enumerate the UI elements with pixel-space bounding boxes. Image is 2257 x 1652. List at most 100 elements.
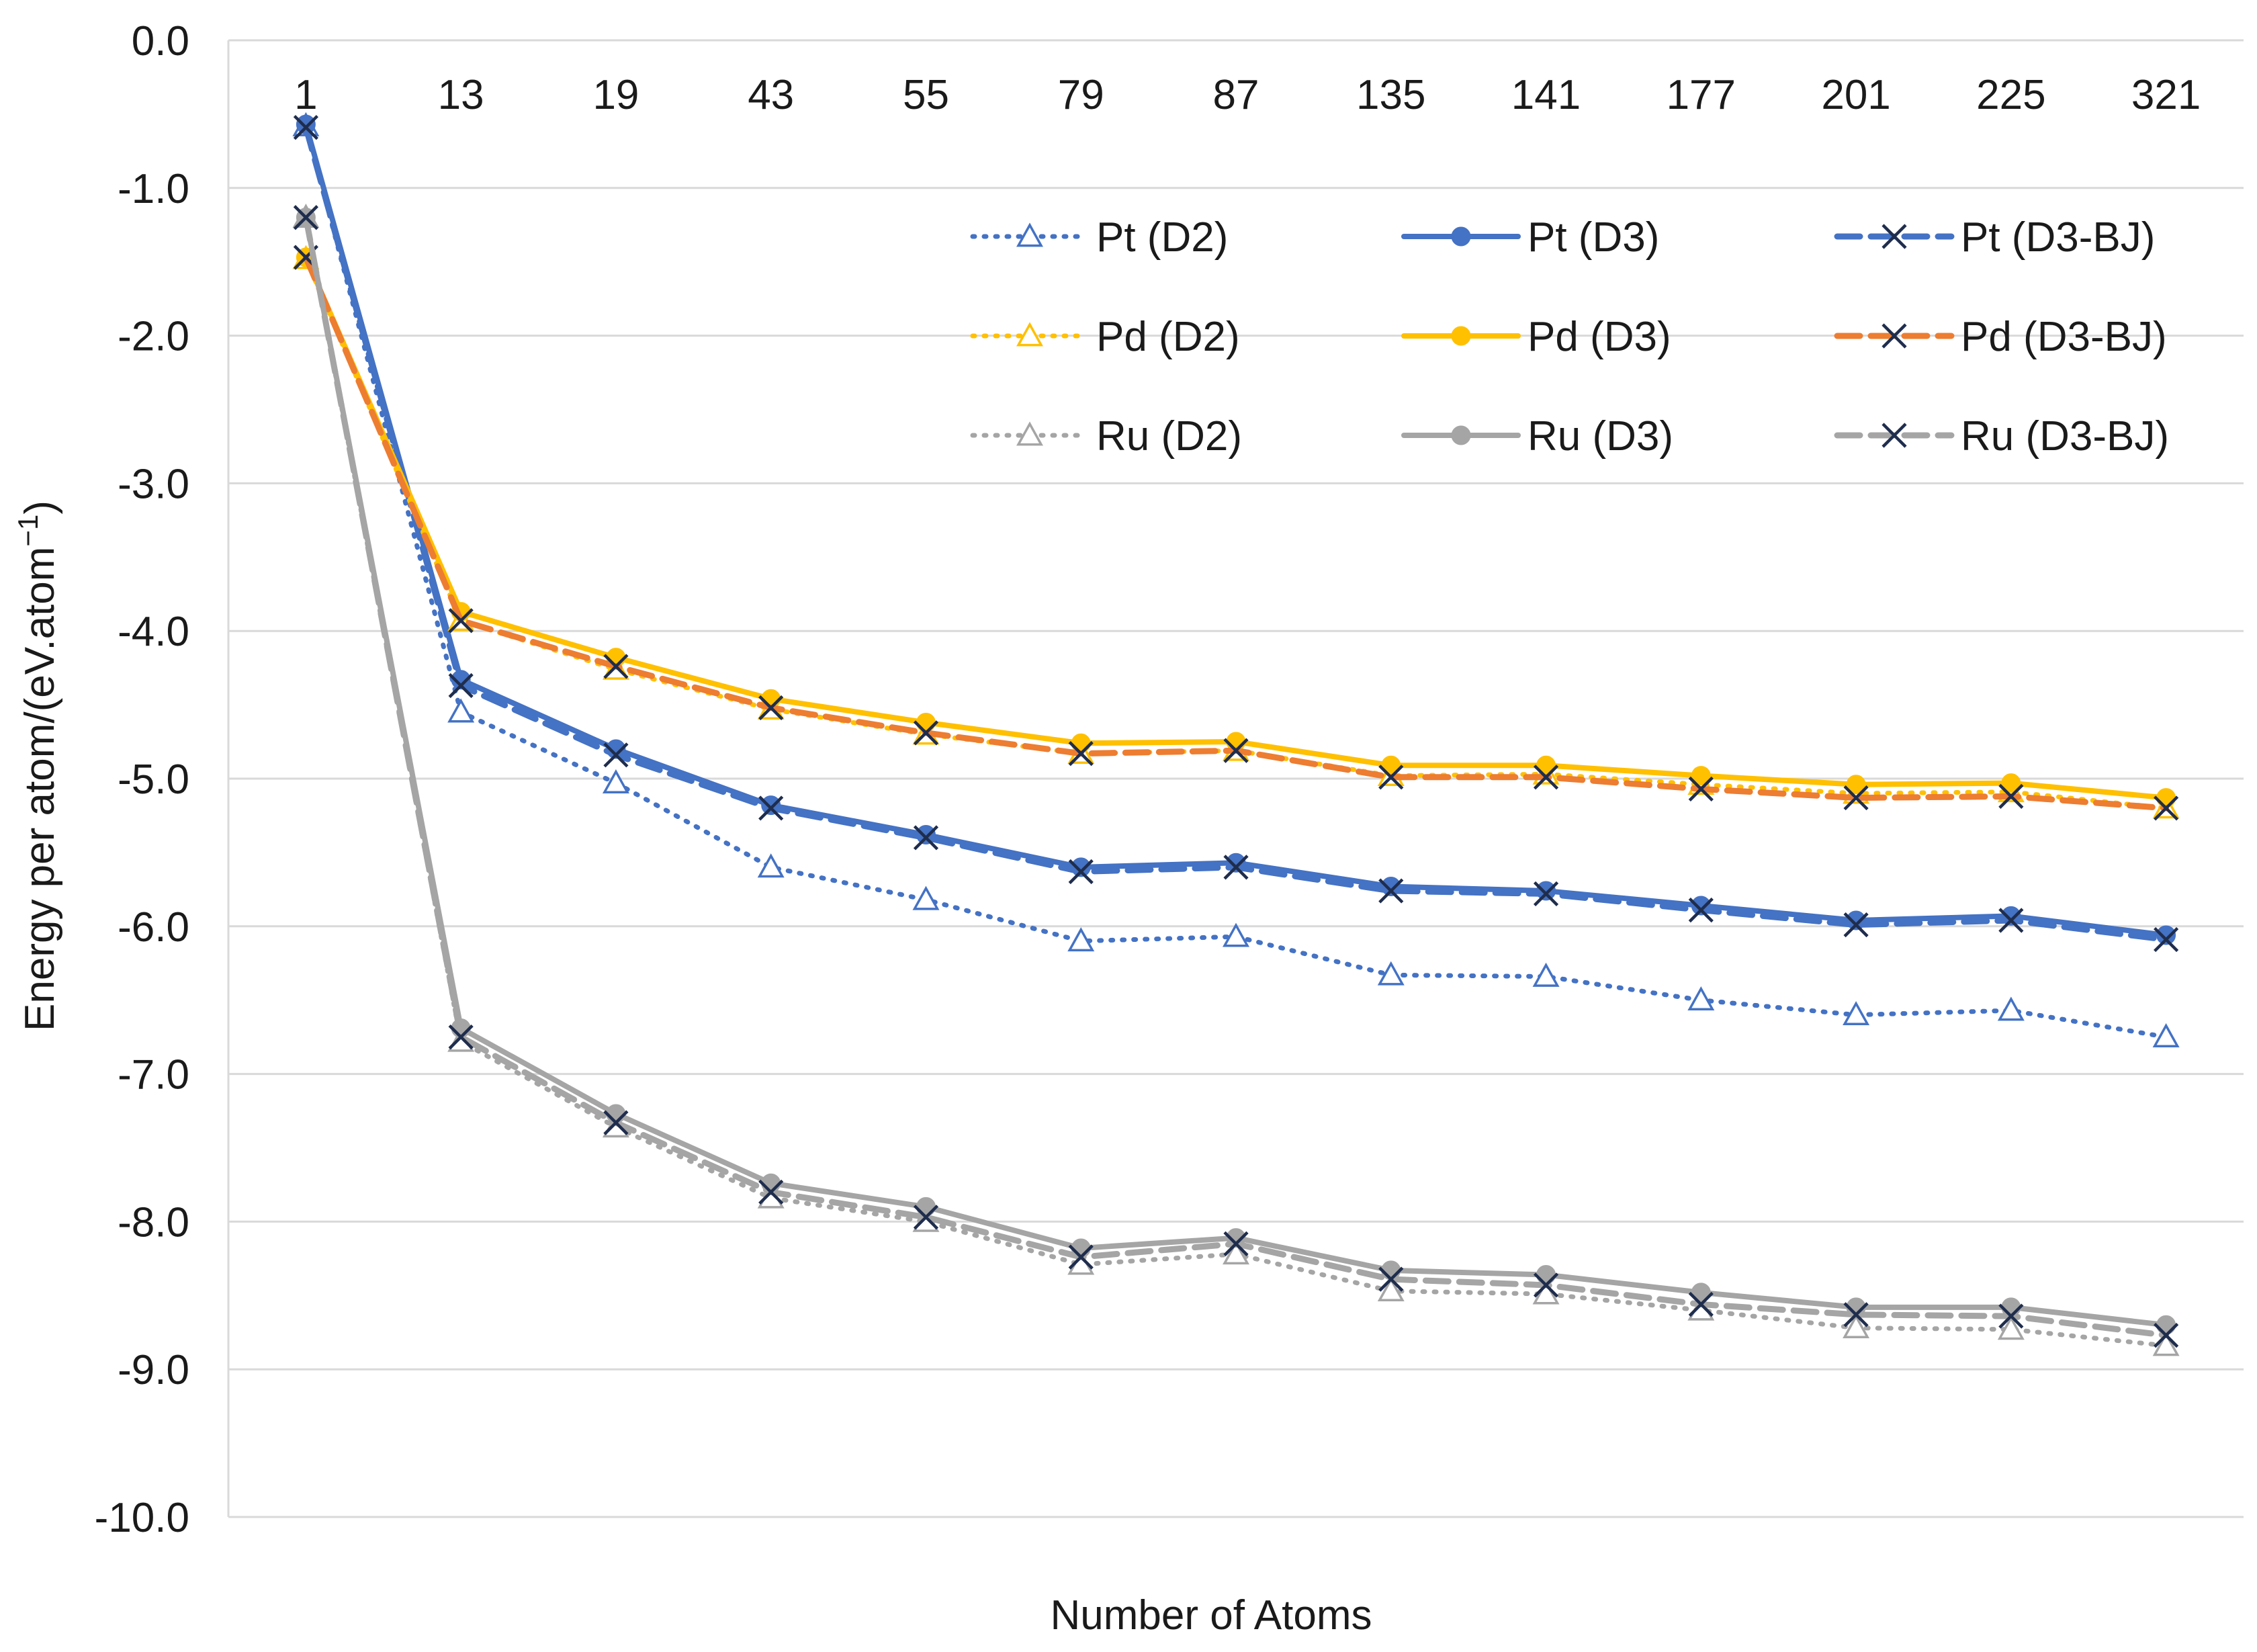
legend-item: Pt (D2) xyxy=(970,214,1228,261)
data-point xyxy=(1843,1001,1870,1026)
legend-label: Pd (D3-BJ) xyxy=(1961,314,2167,360)
y-axis-title-superscript: −1 xyxy=(12,515,44,547)
data-point xyxy=(1846,775,1866,795)
data-point xyxy=(2001,773,2021,793)
data-point xyxy=(1688,898,1714,923)
data-point xyxy=(1843,1314,1870,1339)
legend-label: Pt (D3-BJ) xyxy=(1961,214,2155,261)
data-point xyxy=(1451,326,1471,346)
y-tick-label: -6.0 xyxy=(118,904,189,951)
y-axis-title-close: ) xyxy=(17,501,63,515)
data-point xyxy=(1223,855,1249,880)
legend: Pt (D2) Pt (D3) Pt (D3-BJ) Pd (D2) Pd (D3) Pd… xyxy=(970,214,2169,460)
data-point xyxy=(1016,421,1043,446)
y-axis-title: Energy per atom/(eV.atom−1) xyxy=(12,501,63,1031)
legend-item: Pt (D3) xyxy=(1401,214,1659,261)
series-pt-d2 xyxy=(292,112,2180,1047)
data-point xyxy=(1843,1302,1869,1328)
data-point xyxy=(1016,322,1043,347)
data-point xyxy=(1223,738,1249,763)
x-tick-label: 13 xyxy=(438,72,484,118)
series-ru-d3 xyxy=(296,208,2176,1335)
data-point xyxy=(913,1205,939,1230)
data-point xyxy=(1691,1283,1711,1303)
legend-item: Ru (D3-BJ) xyxy=(1834,413,2169,460)
x-tick-label: 201 xyxy=(1821,72,1890,118)
data-point xyxy=(1378,878,1404,904)
series-ru-d3-bj xyxy=(293,205,2179,1348)
data-point xyxy=(913,720,939,746)
data-point xyxy=(2152,1023,2180,1047)
series-line xyxy=(302,124,2170,943)
data-point xyxy=(1067,927,1095,952)
data-point xyxy=(1997,1315,2025,1340)
legend-label: Pd (D2) xyxy=(1096,314,1240,360)
data-point xyxy=(1451,425,1471,445)
legend-label: Ru (D3-BJ) xyxy=(1961,413,2169,460)
data-point xyxy=(1998,783,2024,809)
data-point xyxy=(1687,986,1715,1011)
data-point xyxy=(757,853,785,878)
legend-label: Ru (D2) xyxy=(1096,413,1242,460)
data-point xyxy=(1532,962,1560,987)
x-tick-label: 225 xyxy=(1976,72,2045,118)
data-point xyxy=(1068,859,1094,885)
y-tick-label: -7.0 xyxy=(118,1052,189,1098)
legend-item: Ru (D2) xyxy=(970,413,1242,460)
y-tick-label: -2.0 xyxy=(118,314,189,360)
data-point xyxy=(1533,1272,1559,1298)
x-tick-label: 141 xyxy=(1511,72,1581,118)
series-pd-d3-bj xyxy=(293,245,2179,821)
data-point xyxy=(1882,323,1907,349)
x-tick-label: 87 xyxy=(1213,72,1259,118)
x-tick-label: 19 xyxy=(592,72,639,118)
data-point xyxy=(603,654,629,679)
data-point xyxy=(1377,961,1405,986)
data-point xyxy=(602,769,629,793)
data-point xyxy=(1536,755,1556,775)
y-axis-title-main: Energy per atom/(eV.atom xyxy=(17,547,63,1031)
data-point xyxy=(1016,222,1043,247)
data-point xyxy=(1688,1291,1714,1317)
series-line xyxy=(303,122,2169,938)
x-tick-label: 135 xyxy=(1356,72,1425,118)
data-point xyxy=(1843,785,1869,811)
data-point xyxy=(1451,226,1471,247)
x-tick-label: 1 xyxy=(294,72,317,118)
data-point xyxy=(1997,996,2025,1021)
data-point xyxy=(1377,1277,1405,1302)
data-point xyxy=(1882,423,1907,448)
legend-label: Pt (D3) xyxy=(1528,214,1659,261)
gridlines xyxy=(227,39,2244,1518)
data-point xyxy=(448,608,474,634)
x-tick-label: 55 xyxy=(903,72,949,118)
y-tick-label: -9.0 xyxy=(118,1347,189,1393)
data-point xyxy=(448,1025,474,1050)
data-point xyxy=(758,1179,784,1205)
y-tick-label: -3.0 xyxy=(118,461,189,507)
series-line xyxy=(303,123,2169,1040)
data-point xyxy=(1998,1303,2024,1329)
legend-item: Pd (D2) xyxy=(970,314,1240,360)
data-point xyxy=(2154,926,2179,953)
data-point xyxy=(913,825,939,851)
data-point xyxy=(447,698,475,723)
y-tick-label: -4.0 xyxy=(118,609,189,655)
data-point xyxy=(1533,881,1559,907)
data-point xyxy=(293,205,318,230)
legend-label: Pt (D2) xyxy=(1096,214,1228,261)
x-axis-tick-labels: 1 13 19 43 55 79 87 135 141 177 201 225 321 xyxy=(294,72,2201,118)
data-point xyxy=(1533,765,1559,790)
data-point xyxy=(1378,765,1404,790)
y-tick-label: -1.0 xyxy=(118,166,189,212)
legend-item: Pt (D3-BJ) xyxy=(1834,214,2155,261)
data-point xyxy=(758,795,784,821)
data-point xyxy=(2154,795,2179,821)
legend-item: Ru (D3) xyxy=(1401,413,1673,460)
x-axis-title: Number of Atoms xyxy=(1051,1592,1372,1639)
legend-label: Ru (D3) xyxy=(1528,413,1673,460)
data-point xyxy=(603,1110,629,1135)
x-tick-label: 79 xyxy=(1058,72,1104,118)
data-point xyxy=(2152,1332,2180,1356)
data-point xyxy=(1843,912,1869,938)
